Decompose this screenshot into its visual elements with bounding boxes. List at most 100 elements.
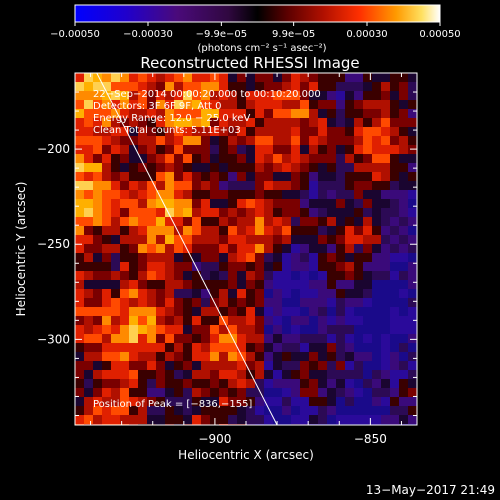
- heatmap-cell: [111, 370, 120, 379]
- heatmap-cell: [363, 271, 372, 280]
- heatmap-cell: [291, 262, 300, 271]
- heatmap-cell: [219, 307, 228, 316]
- heatmap-cell: [219, 370, 228, 379]
- heatmap-cell: [381, 118, 390, 127]
- heatmap-cell: [201, 388, 210, 397]
- heatmap-cell: [255, 298, 264, 307]
- heatmap-cell: [300, 334, 309, 343]
- heatmap-cell: [381, 226, 390, 235]
- heatmap-cell: [84, 244, 93, 253]
- heatmap-cell: [228, 145, 237, 154]
- heatmap-cell: [165, 109, 174, 118]
- heatmap-cell: [273, 361, 282, 370]
- heatmap-cell: [255, 370, 264, 379]
- heatmap-cell: [399, 127, 408, 136]
- heatmap-cell: [120, 226, 129, 235]
- heatmap-cell: [363, 415, 372, 424]
- heatmap-cell: [291, 379, 300, 388]
- heatmap-cell: [336, 154, 345, 163]
- heatmap-cell: [408, 199, 417, 208]
- heatmap-cell: [318, 343, 327, 352]
- heatmap-cell: [156, 136, 165, 145]
- heatmap-cell: [336, 100, 345, 109]
- heatmap-cell: [336, 388, 345, 397]
- heatmap-cell: [147, 181, 156, 190]
- heatmap-cell: [102, 91, 111, 100]
- heatmap-cell: [336, 91, 345, 100]
- heatmap-cell: [390, 82, 399, 91]
- heatmap-cell: [165, 163, 174, 172]
- heatmap-cell: [138, 235, 147, 244]
- heatmap-cell: [354, 190, 363, 199]
- heatmap-cell: [84, 199, 93, 208]
- heatmap-cell: [300, 325, 309, 334]
- heatmap-cell: [237, 370, 246, 379]
- heatmap-cell: [129, 91, 138, 100]
- heatmap-cell: [408, 289, 417, 298]
- heatmap-cell: [291, 136, 300, 145]
- heatmap-cell: [273, 370, 282, 379]
- heatmap-cell: [219, 415, 228, 424]
- heatmap-cell: [147, 271, 156, 280]
- heatmap-cell: [102, 379, 111, 388]
- heatmap-cell: [255, 235, 264, 244]
- heatmap-cell: [363, 361, 372, 370]
- heatmap-cell: [399, 199, 408, 208]
- heatmap-cell: [300, 190, 309, 199]
- heatmap-cell: [165, 316, 174, 325]
- heatmap-cell: [390, 289, 399, 298]
- heatmap-cell: [264, 370, 273, 379]
- heatmap-cell: [291, 334, 300, 343]
- heatmap-cell: [408, 307, 417, 316]
- heatmap-cell: [183, 343, 192, 352]
- heatmap-cell: [318, 235, 327, 244]
- heatmap-cell: [345, 199, 354, 208]
- heatmap-cell: [318, 226, 327, 235]
- heatmap-cell: [219, 208, 228, 217]
- heatmap-cell: [84, 208, 93, 217]
- heatmap-cell: [309, 172, 318, 181]
- heatmap-cell: [390, 316, 399, 325]
- heatmap-cell: [273, 415, 282, 424]
- heatmap-cell: [111, 181, 120, 190]
- heatmap-cell: [354, 361, 363, 370]
- heatmap-cell: [75, 361, 84, 370]
- heatmap-cell: [165, 262, 174, 271]
- heatmap-cell: [345, 217, 354, 226]
- heatmap-cell: [408, 181, 417, 190]
- heatmap-cell: [399, 217, 408, 226]
- heatmap-cell: [192, 190, 201, 199]
- heatmap-cell: [372, 253, 381, 262]
- heatmap-cell: [165, 172, 174, 181]
- colorbar-ticks: −0.00050 −0.00030 −9.9e−05 9.9e−05 0.00030 0.…: [50, 22, 461, 40]
- heatmap-cell: [210, 154, 219, 163]
- heatmap-cell: [129, 145, 138, 154]
- heatmap-cell: [381, 127, 390, 136]
- heatmap-cell: [273, 73, 282, 82]
- heatmap-cell: [336, 226, 345, 235]
- heatmap-cell: [120, 163, 129, 172]
- heatmap-cell: [381, 217, 390, 226]
- heatmap-cell: [156, 118, 165, 127]
- heatmap-cell: [273, 208, 282, 217]
- heatmap-cell: [291, 82, 300, 91]
- heatmap-cell: [345, 406, 354, 415]
- heatmap-cell: [183, 136, 192, 145]
- heatmap-cell: [282, 280, 291, 289]
- heatmap-cell: [336, 316, 345, 325]
- heatmap-cell: [399, 352, 408, 361]
- heatmap-cell: [111, 262, 120, 271]
- heatmap-cell: [399, 370, 408, 379]
- heatmap-cell: [408, 253, 417, 262]
- heatmap-cell: [264, 271, 273, 280]
- heatmap-cell: [228, 361, 237, 370]
- heatmap-cell: [282, 199, 291, 208]
- heatmap-cell: [381, 343, 390, 352]
- heatmap-cell: [174, 226, 183, 235]
- heatmap-cell: [336, 181, 345, 190]
- heatmap-cell: [282, 406, 291, 415]
- heatmap-cell: [336, 298, 345, 307]
- heatmap-cell: [264, 397, 273, 406]
- heatmap-cell: [354, 235, 363, 244]
